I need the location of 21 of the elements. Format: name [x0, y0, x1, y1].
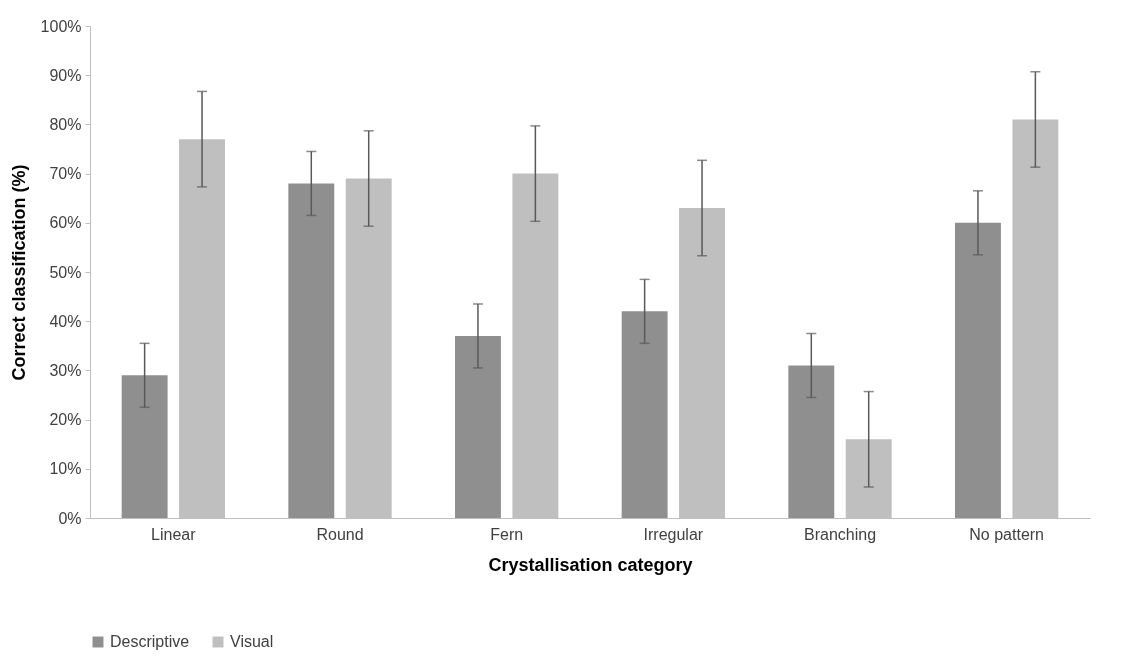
x-tick-label: No pattern: [969, 525, 1045, 543]
legend-label: Descriptive: [110, 633, 190, 650]
y-tick-label: 10%: [49, 460, 82, 478]
x-tick-label: Branching: [803, 525, 877, 543]
x-axis-title: Crystallisation category: [488, 554, 693, 575]
y-tick-label: 20%: [49, 411, 82, 429]
x-tick-label: Round: [316, 525, 364, 543]
y-tick-label: 0%: [58, 509, 82, 527]
y-tick-label: 30%: [49, 361, 82, 379]
y-tick-label: 100%: [40, 17, 82, 35]
y-tick-label: 90%: [49, 66, 82, 84]
x-tick-label: Fern: [490, 525, 524, 543]
y-tick-label: 40%: [49, 312, 82, 330]
y-tick-label: 70%: [49, 165, 82, 183]
y-axis-title: Correct classification (%): [8, 164, 29, 381]
x-tick-label: Irregular: [643, 525, 704, 543]
y-tick-label: 80%: [49, 115, 82, 133]
y-tick-label: 60%: [49, 214, 82, 232]
y-tick-label: 50%: [49, 263, 82, 281]
legend-label: Visual: [230, 633, 274, 650]
x-tick-label: Linear: [151, 525, 197, 543]
